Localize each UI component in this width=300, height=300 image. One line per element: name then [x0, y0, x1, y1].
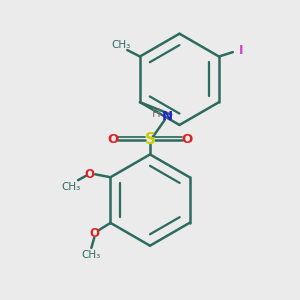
Text: CH₃: CH₃	[111, 40, 130, 50]
Text: I: I	[239, 44, 244, 57]
Text: O: O	[108, 133, 119, 146]
Text: O: O	[181, 133, 192, 146]
Text: CH₃: CH₃	[82, 250, 101, 260]
Text: H: H	[152, 107, 161, 120]
Text: S: S	[145, 132, 155, 147]
Text: N: N	[162, 110, 173, 123]
Text: O: O	[85, 168, 95, 181]
Text: O: O	[89, 227, 99, 240]
Text: CH₃: CH₃	[61, 182, 80, 192]
